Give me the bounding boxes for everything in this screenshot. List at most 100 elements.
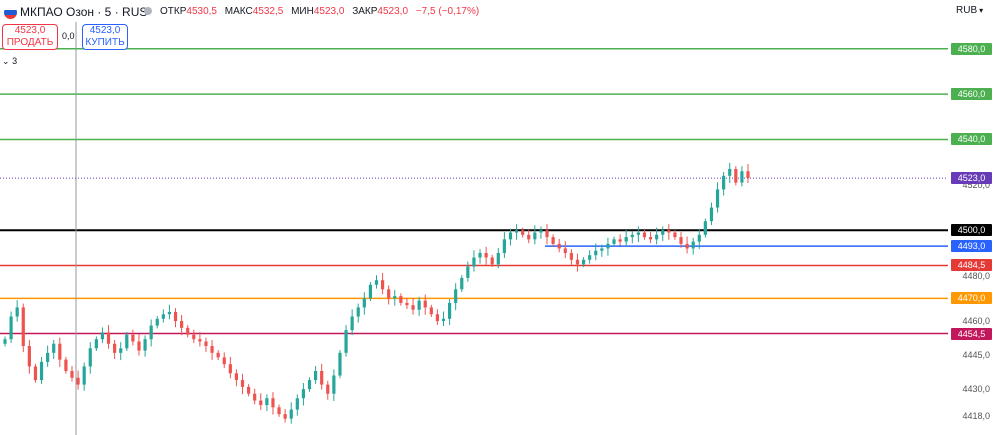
candle-body — [703, 221, 707, 235]
candle-body — [64, 359, 68, 371]
level-price-label: 4484,5 — [951, 259, 992, 272]
candle-body — [411, 305, 415, 310]
candle-body — [344, 330, 348, 353]
axis-tick-label: 4460,0 — [962, 316, 990, 327]
spread-value: 0,0 — [62, 31, 75, 41]
level-price-label: 4454,5 — [951, 327, 992, 340]
ohlc-low-value: 4523,0 — [313, 6, 345, 17]
candle-body — [307, 380, 312, 390]
candle-body — [33, 366, 38, 381]
flag-icon — [4, 6, 17, 19]
candle-body — [58, 343, 62, 360]
candle-body — [119, 348, 123, 353]
candle-body — [685, 243, 689, 249]
candle-body — [198, 339, 202, 342]
candle-body — [326, 384, 330, 394]
candle-body — [125, 334, 129, 349]
candle-body — [106, 332, 111, 344]
candle-body — [472, 257, 476, 267]
candle-body — [27, 346, 31, 367]
level-price-label: 4580,0 — [951, 42, 992, 55]
candle-body — [277, 407, 281, 415]
currency-select[interactable]: RUB ▾ — [956, 5, 983, 16]
candle-body — [131, 334, 135, 342]
candle-body — [271, 398, 275, 408]
candle-body — [673, 232, 677, 238]
candle-body — [46, 352, 50, 362]
ohlc-open-value: 4530,5 — [186, 6, 217, 17]
candle-body — [648, 237, 653, 240]
candle-body — [100, 332, 105, 340]
candle-body — [551, 237, 555, 244]
candle-body — [691, 241, 695, 249]
candle-body — [173, 311, 178, 322]
candle-body — [533, 232, 537, 240]
candle-body — [350, 316, 354, 331]
buy-button[interactable]: 4523,0 КУПИТЬ — [82, 24, 128, 50]
axis-tick-label: 4418,0 — [962, 411, 990, 422]
candle-body — [630, 234, 634, 238]
symbol-title[interactable]: МКПАО Озон · 5 · RUS — [20, 5, 148, 19]
candle-body — [247, 386, 251, 394]
candle-body — [417, 300, 421, 310]
candle-body — [180, 321, 184, 328]
candle-body — [338, 352, 342, 376]
level-price-label: 4540,0 — [951, 133, 992, 146]
axis-tick-label: 4480,0 — [962, 270, 990, 281]
candle-body — [545, 230, 549, 238]
candle-body — [210, 346, 214, 353]
candle-body — [642, 232, 647, 238]
candle-body — [521, 230, 525, 235]
candle-body — [624, 237, 628, 242]
level-price-label: 4500,0 — [951, 224, 992, 237]
candle-body — [82, 366, 86, 385]
candle-body — [76, 377, 80, 385]
candle-body — [301, 389, 306, 399]
candle-body — [143, 339, 147, 351]
candles — [3, 162, 750, 424]
candle-body — [728, 168, 732, 176]
candle-body — [527, 234, 531, 240]
candle-body — [356, 307, 360, 317]
candle-body — [161, 314, 165, 319]
buy-price: 4523,0 — [89, 25, 121, 36]
candle-body — [155, 318, 159, 326]
candle-body — [563, 248, 567, 253]
indicators-count: 3 — [12, 56, 18, 66]
candle-body — [3, 339, 7, 344]
candle-body — [496, 252, 500, 265]
candle-body — [259, 400, 263, 406]
candle-body — [368, 284, 373, 299]
candle-body — [447, 302, 452, 319]
candle-body — [612, 239, 616, 244]
sell-button[interactable]: 4523,0 ПРОДАТЬ — [2, 24, 58, 50]
axis-tick-label: 4520,0 — [962, 179, 990, 190]
candle-body — [429, 307, 433, 315]
ohlc-high-label: МАКС — [224, 6, 253, 17]
candle-body — [234, 373, 239, 381]
candle-body — [679, 237, 683, 244]
candle-body — [575, 259, 580, 265]
ohlc-change: −7,5 (−0,17%) — [415, 6, 480, 17]
candle-body — [594, 250, 598, 256]
level-price-label: 4493,0 — [951, 240, 992, 253]
chevron-down-icon: ⌄ — [2, 56, 10, 66]
candle-body — [295, 398, 299, 410]
candle-body — [192, 334, 196, 340]
candle-body — [15, 307, 19, 317]
candle-body — [569, 252, 573, 260]
candle-body — [667, 230, 671, 233]
chevron-down-icon: ▾ — [979, 6, 984, 15]
candle-body — [253, 393, 257, 401]
candle-body — [740, 171, 744, 183]
candle-body — [484, 252, 488, 258]
sell-label: ПРОДАТЬ — [6, 37, 54, 48]
indicators-toggle[interactable]: ⌄ 3 — [2, 56, 17, 67]
candle-body — [167, 311, 172, 315]
candle-body — [320, 370, 324, 385]
axis-tick-label: 4430,0 — [962, 384, 990, 395]
candle-body — [380, 280, 385, 290]
candle-body — [514, 230, 519, 233]
ohlc-readout: ОТКР4530,5 МАКС4532,5 МИН4523,0 ЗАКР4523… — [160, 6, 484, 17]
